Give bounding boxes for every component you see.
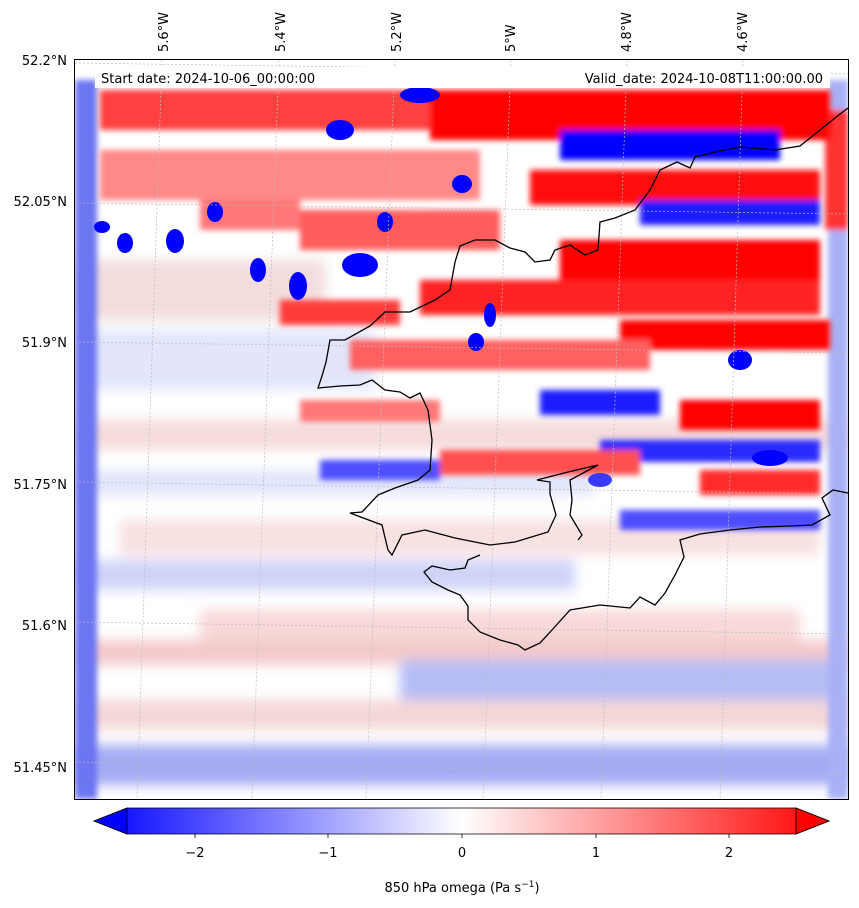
colorbar: −2 −1 0 1 2 850 hPa omega (Pa s−1) [92,807,831,896]
map-frame [74,59,849,800]
colorbar-label-close: ) [534,881,539,896]
colorbar-extend-max [795,807,831,835]
start-date-label: Start date: 2024-10-06_00:00:00 [101,72,315,87]
lat-label: 52.05°N [14,195,67,210]
colorbar-extend-min [92,807,128,835]
lon-label: 5.6°W [157,12,172,52]
cb-tick-label: −2 [185,846,204,861]
colorbar-label-main: 850 hPa omega (Pa s [384,881,521,896]
cb-tick-label: 2 [725,846,733,861]
lat-label: 51.45°N [14,761,67,776]
lat-label: 51.6°N [22,619,67,634]
lat-label: 51.75°N [14,478,67,493]
lon-label: 4.6°W [736,12,751,52]
colorbar-label-exp: −1 [521,880,534,890]
lon-label: 4.8°W [620,12,635,52]
lat-label: 51.9°N [22,336,67,351]
latitude-axis: 52.2°N 52.05°N 51.9°N 51.75°N 51.6°N 51.… [14,54,67,776]
lon-label: 5.4°W [274,12,289,52]
coastline [317,107,848,651]
valid-date-label: Valid_date: 2024-10-08T11:00:00.00 [585,72,823,87]
colorbar-bar [92,807,831,835]
cb-tick-label: −1 [318,846,337,861]
colorbar-label: 850 hPa omega (Pa s−1) [384,880,539,896]
lon-label: 5.2°W [390,12,405,52]
cb-tick-label: 1 [592,846,600,861]
header-box [95,67,830,88]
lat-label: 52.2°N [22,54,67,69]
cb-tick-label: 0 [458,846,466,861]
omega-field [75,60,848,799]
longitude-axis: 5.6°W 5.4°W 5.2°W 5°W 4.8°W 4.6°W [157,12,751,52]
lon-label: 5°W [504,24,519,52]
